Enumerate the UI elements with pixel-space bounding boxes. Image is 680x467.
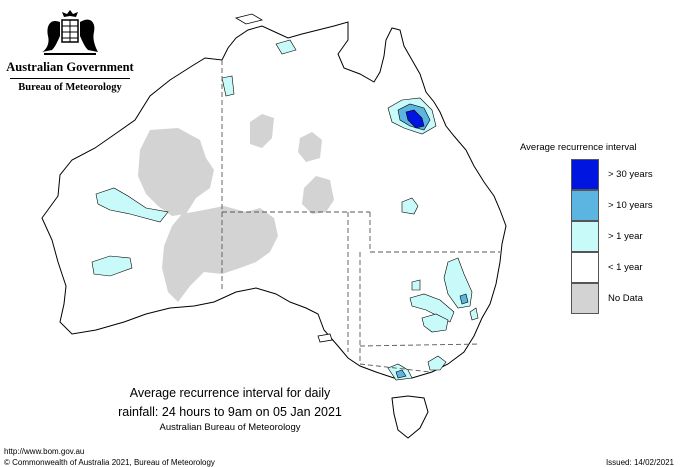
ari-region-wa-west [91,255,133,277]
tasmania [391,395,429,439]
copyright-notice: © Commonwealth of Australia 2021, Bureau… [4,458,215,467]
legend-label: < 1 year [608,262,643,273]
legend-item: > 1 year [520,221,670,252]
legend-item: > 30 years [520,159,670,190]
legend-swatch [571,159,599,190]
legend-title: Average recurrence interval [520,142,637,153]
ari-region-vic-10yr [395,369,407,379]
map-caption: Average recurrence interval for daily ra… [100,384,360,434]
caption-line-3: Australian Bureau of Meteorology [159,422,301,433]
nodata-region-nt-east [298,132,322,162]
nodata-region-nt-north [250,114,274,148]
legend-label: > 1 year [608,231,643,242]
ari-region-qld-central [401,197,419,215]
legend-swatch [571,221,599,252]
caption-line-1: Average recurrence interval for daily [129,386,331,400]
government-name: Australian Government [6,60,134,74]
melville-island [234,13,264,25]
legend-swatch [571,252,599,283]
ari-region-nsw-south [421,313,449,333]
ari-region-kimberley [221,75,235,97]
logo-divider [10,78,130,79]
legend-item: No Data [520,283,670,314]
legend-item: < 1 year [520,252,670,283]
kangaroo-island [317,333,333,343]
legend-label: > 30 years [608,169,653,180]
map-legend: Average recurrence interval > 30 years >… [520,142,670,314]
nodata-region-tanami [302,176,334,214]
website-url: http://www.bom.gov.au [4,447,85,456]
caption-line-2: rainfall: 24 hours to 9am on 05 Jan 2021 [118,405,342,419]
legend-label: > 10 years [608,200,653,211]
ari-region-nsw-north-small [411,279,421,291]
ari-region-nsw-central [409,293,455,323]
issued-date: Issued: 14/02/2021 [605,458,674,467]
bureau-name: Bureau of Meteorology [18,82,122,93]
legend-item: > 10 years [520,190,670,221]
ari-region-qld-30yr [405,109,425,129]
ari-region-nsw-coast [469,307,479,321]
legend-swatch [571,190,599,221]
ari-region-nsw-10yr [459,293,469,305]
coat-of-arms-icon [42,10,98,55]
nodata-region-west [138,128,214,216]
government-logo: Australian Government Bureau of Meteorol… [6,8,134,93]
ari-region-top-end [275,39,297,55]
state-borders [221,60,500,373]
legend-label: No Data [608,293,643,304]
nodata-region-central [162,206,278,302]
legend-swatch [571,283,599,314]
ari-region-pilbara [95,187,169,223]
ari-region-gippsland [427,355,447,371]
